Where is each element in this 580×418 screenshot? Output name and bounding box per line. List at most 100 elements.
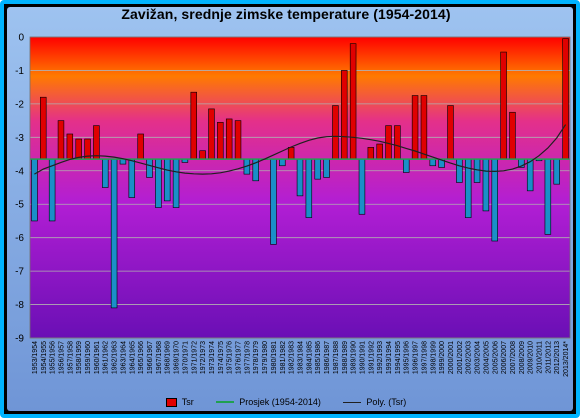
bar [553, 158, 560, 185]
legend-item-prosjek: Prosjek (1954-2014) [216, 397, 321, 407]
y-tick-label: -9 [15, 334, 24, 345]
bar [163, 158, 171, 202]
x-tick-label: 1959/1960 [85, 341, 92, 374]
bar [349, 43, 357, 160]
chart-title: Zavižan, srednje zimske temperature (195… [121, 6, 451, 22]
x-tick-label: 1984/1985 [306, 341, 313, 374]
plot-border [29, 36, 571, 339]
x-tick-label: 1997/1998 [421, 341, 428, 374]
x-tick-label: 1994/1995 [395, 341, 402, 374]
x-tick-label: 1970/1971 [182, 341, 189, 374]
bar [367, 147, 375, 160]
bar [57, 120, 65, 160]
x-tick-label: 1988/1989 [342, 341, 349, 374]
y-tick-label: 0 [18, 33, 24, 44]
x-tick-label: 1980/1981 [271, 341, 278, 374]
x-tick-label: 1981/1982 [280, 341, 287, 374]
bar [403, 158, 410, 173]
x-tick-label: 2011/2012 [545, 341, 552, 374]
x-tick-label: 1958/1959 [76, 341, 83, 374]
x-tick-label: 1954/1955 [41, 341, 48, 374]
bar [332, 105, 339, 160]
bar [234, 120, 242, 160]
bar [482, 158, 490, 212]
x-tick-label: 1999/2000 [439, 341, 446, 374]
x-tick-label: 1965/1966 [138, 341, 145, 374]
x-tick-label: 1996/1997 [413, 341, 420, 374]
bar [190, 91, 197, 160]
x-tick-label: 1973/1974 [209, 341, 216, 374]
x-tick-label: 1995/1996 [404, 341, 411, 374]
x-tick-label: 2009/2010 [528, 341, 535, 374]
x-tick-label: 1960/1961 [94, 341, 101, 374]
bar [75, 138, 82, 160]
x-tick-label: 1966/1967 [147, 341, 154, 374]
bar [341, 70, 348, 160]
bar [287, 147, 295, 160]
x-tick-label: 1961/1962 [103, 341, 110, 374]
bar [217, 121, 224, 160]
bar [420, 95, 428, 160]
y-tick-label: -1 [15, 66, 24, 77]
x-tick-label: 1957/1958 [67, 341, 74, 374]
x-tick-label: 2002/2003 [466, 341, 473, 374]
legend-label-poly: Poly. (Tsr) [366, 396, 407, 407]
legend-swatch-poly [343, 401, 362, 403]
y-tick-label: -2 [15, 99, 24, 110]
chart-legend: Tsr Prosjek (1954-2014) Poly. (Tsr) [0, 396, 572, 407]
x-tick-label: 1990/1991 [359, 341, 366, 374]
x-tick-label: 1969/1970 [174, 341, 181, 374]
x-tick-label: 1976/1977 [236, 341, 243, 374]
x-tick-label: 1974/1975 [218, 341, 225, 374]
bar [562, 38, 569, 160]
bar [40, 96, 47, 160]
x-tick-label: 2001/2002 [457, 341, 464, 374]
y-tick-label: -4 [15, 166, 24, 177]
x-tick-label: 1963/1964 [120, 341, 127, 374]
bar [376, 143, 383, 160]
bar [394, 125, 401, 160]
x-tick-label: 2003/2004 [475, 341, 482, 374]
bar [447, 105, 454, 160]
bar [31, 158, 38, 222]
x-tick-label: 1975/1976 [227, 341, 234, 374]
bar [270, 158, 277, 245]
x-tick-label: 1983/1984 [298, 341, 305, 374]
bar [199, 150, 206, 160]
x-tick-label: 1979/1980 [262, 341, 269, 374]
bar [93, 125, 100, 160]
bar [500, 51, 507, 160]
x-tick-label: 1993/1994 [386, 341, 393, 374]
x-tick-label: 2006/2007 [501, 341, 508, 374]
x-tick-label: 1953/1954 [32, 341, 39, 374]
bar [137, 133, 144, 160]
bar [48, 158, 56, 222]
bar [473, 158, 481, 183]
x-tick-label: 2013/2014* [563, 341, 570, 377]
bar [429, 158, 437, 167]
y-tick-label: -5 [15, 200, 24, 211]
x-tick-label: 2005/2006 [492, 341, 499, 374]
bar [146, 158, 153, 178]
x-tick-label: 2007/2008 [510, 341, 517, 374]
x-tick-label: 1956/1957 [58, 341, 65, 374]
x-tick-label: 1967/1968 [156, 341, 163, 374]
bar [305, 158, 313, 218]
y-tick-label: -3 [15, 133, 24, 144]
x-tick-label: 1985/1986 [315, 341, 322, 374]
x-tick-label: 1962/1963 [112, 341, 119, 374]
bar [155, 158, 162, 208]
bar [314, 158, 321, 180]
legend-swatch-prosjek [216, 401, 235, 404]
x-tick-label: 1968/1969 [165, 341, 172, 374]
x-tick-label: 1978/1979 [253, 341, 260, 374]
x-tick-label: 2008/2009 [519, 341, 526, 374]
y-tick-label: -8 [15, 300, 24, 311]
x-tick-label: 1987/1988 [333, 341, 340, 374]
x-tick-label: 1989/1990 [351, 341, 358, 374]
x-tick-label: 1991/1992 [368, 341, 375, 374]
x-tick-label: 2000/2001 [448, 341, 455, 374]
legend-swatch-tsr [165, 397, 177, 407]
x-tick-label: 1977/1978 [244, 341, 251, 374]
y-tick-label: -6 [15, 233, 24, 244]
